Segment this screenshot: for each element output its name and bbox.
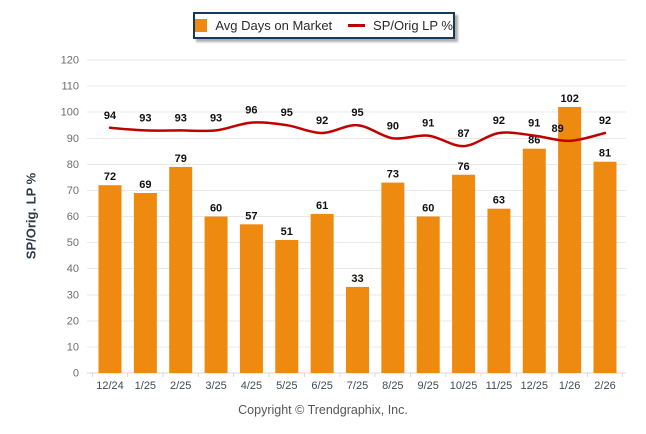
bar-1/26 — [558, 106, 582, 373]
y-tick-label-20: 20 — [67, 315, 79, 327]
line-value-label: 92 — [316, 115, 328, 127]
line-value-label: 96 — [245, 105, 257, 117]
bar-value-label: 63 — [493, 195, 505, 207]
bar-value-label: 102 — [560, 93, 578, 105]
bar-value-label: 60 — [422, 203, 434, 215]
line-legend-label: SP/Orig LP % — [373, 18, 453, 33]
line-value-label: 90 — [387, 120, 399, 132]
bar-9/25 — [416, 216, 440, 373]
x-axis-label-11/25: 11/25 — [486, 380, 513, 392]
bar-value-label: 81 — [599, 148, 611, 160]
bar-value-label: 60 — [210, 203, 222, 215]
bar-value-label: 72 — [104, 171, 116, 183]
y-tick-label-30: 30 — [67, 289, 79, 301]
x-axis-label-8/25: 8/25 — [382, 380, 403, 392]
line-value-label: 95 — [281, 107, 293, 119]
line-value-label: 92 — [599, 115, 611, 127]
bar-6/25 — [310, 213, 334, 373]
line-value-label: 93 — [210, 112, 222, 124]
x-axis-label-2/26: 2/26 — [594, 380, 615, 392]
x-axis-label-4/25: 4/25 — [241, 380, 262, 392]
y-tick-label-100: 100 — [61, 107, 79, 119]
line-value-label: 91 — [528, 118, 540, 130]
line-legend-swatch — [348, 24, 366, 27]
bar-10/25 — [452, 174, 476, 373]
legend: Avg Days on Market SP/Orig LP % — [193, 12, 455, 39]
line-value-label: 91 — [422, 118, 434, 130]
x-axis-label-1/25: 1/25 — [135, 380, 156, 392]
line-value-label: 94 — [104, 110, 117, 122]
line-value-label: 92 — [493, 115, 505, 127]
line-value-label: 95 — [351, 107, 363, 119]
bar-legend-label: Avg Days on Market — [215, 18, 333, 33]
x-axis-label-3/25: 3/25 — [205, 380, 226, 392]
x-axis-label-12/24: 12/24 — [96, 380, 124, 392]
x-axis-label-10/25: 10/25 — [450, 380, 478, 392]
bar-value-label: 76 — [457, 161, 469, 173]
y-tick-label-60: 60 — [67, 211, 79, 223]
bar-4/25 — [239, 224, 263, 373]
bar-7/25 — [345, 286, 369, 373]
bar-value-label: 61 — [316, 200, 328, 212]
bar-11/25 — [487, 208, 511, 373]
bar-value-label: 73 — [387, 169, 399, 181]
bar-2/25 — [169, 166, 193, 373]
bar-value-label: 57 — [245, 210, 257, 222]
x-axis-label-2/25: 2/25 — [170, 380, 191, 392]
y-tick-label-0: 0 — [73, 368, 79, 380]
bar-value-label: 51 — [281, 226, 293, 238]
bar-1/25 — [133, 193, 157, 373]
y-tick-label-80: 80 — [67, 159, 79, 171]
y-tick-label-120: 120 — [61, 55, 79, 67]
y-tick-label-40: 40 — [67, 263, 79, 275]
y-tick-label-50: 50 — [67, 237, 79, 249]
x-axis-label-12/25: 12/25 — [521, 380, 549, 392]
x-axis-label-6/25: 6/25 — [311, 380, 332, 392]
bar-5/25 — [275, 239, 299, 373]
x-axis-label-9/25: 9/25 — [418, 380, 439, 392]
bar-value-label: 69 — [139, 179, 151, 191]
bar-3/25 — [204, 216, 228, 373]
line-value-label: 87 — [457, 128, 469, 140]
x-axis-label-7/25: 7/25 — [347, 380, 368, 392]
bar-12/24 — [98, 185, 122, 373]
y-tick-label-10: 10 — [67, 341, 79, 353]
bar-value-label: 33 — [351, 273, 363, 285]
y-tick-label-110: 110 — [61, 81, 79, 93]
x-axis-label-5/25: 5/25 — [276, 380, 297, 392]
line-value-label: 93 — [139, 112, 151, 124]
bar-8/25 — [381, 182, 405, 373]
y-tick-label-90: 90 — [67, 133, 79, 145]
copyright-text: Copyright © Trendgraphix, Inc. — [238, 403, 408, 417]
bar-legend-swatch — [195, 19, 208, 32]
bar-value-label: 79 — [175, 153, 187, 165]
bar-2/26 — [593, 161, 617, 373]
sp-orig-lp-line — [108, 121, 607, 148]
bar-12/25 — [522, 148, 546, 373]
line-value-label: 93 — [175, 112, 187, 124]
y-tick-label-70: 70 — [67, 185, 79, 197]
bar-value-label: 86 — [528, 135, 540, 147]
x-axis-label-1/26: 1/26 — [559, 380, 580, 392]
line-value-label: 89 — [552, 123, 564, 135]
